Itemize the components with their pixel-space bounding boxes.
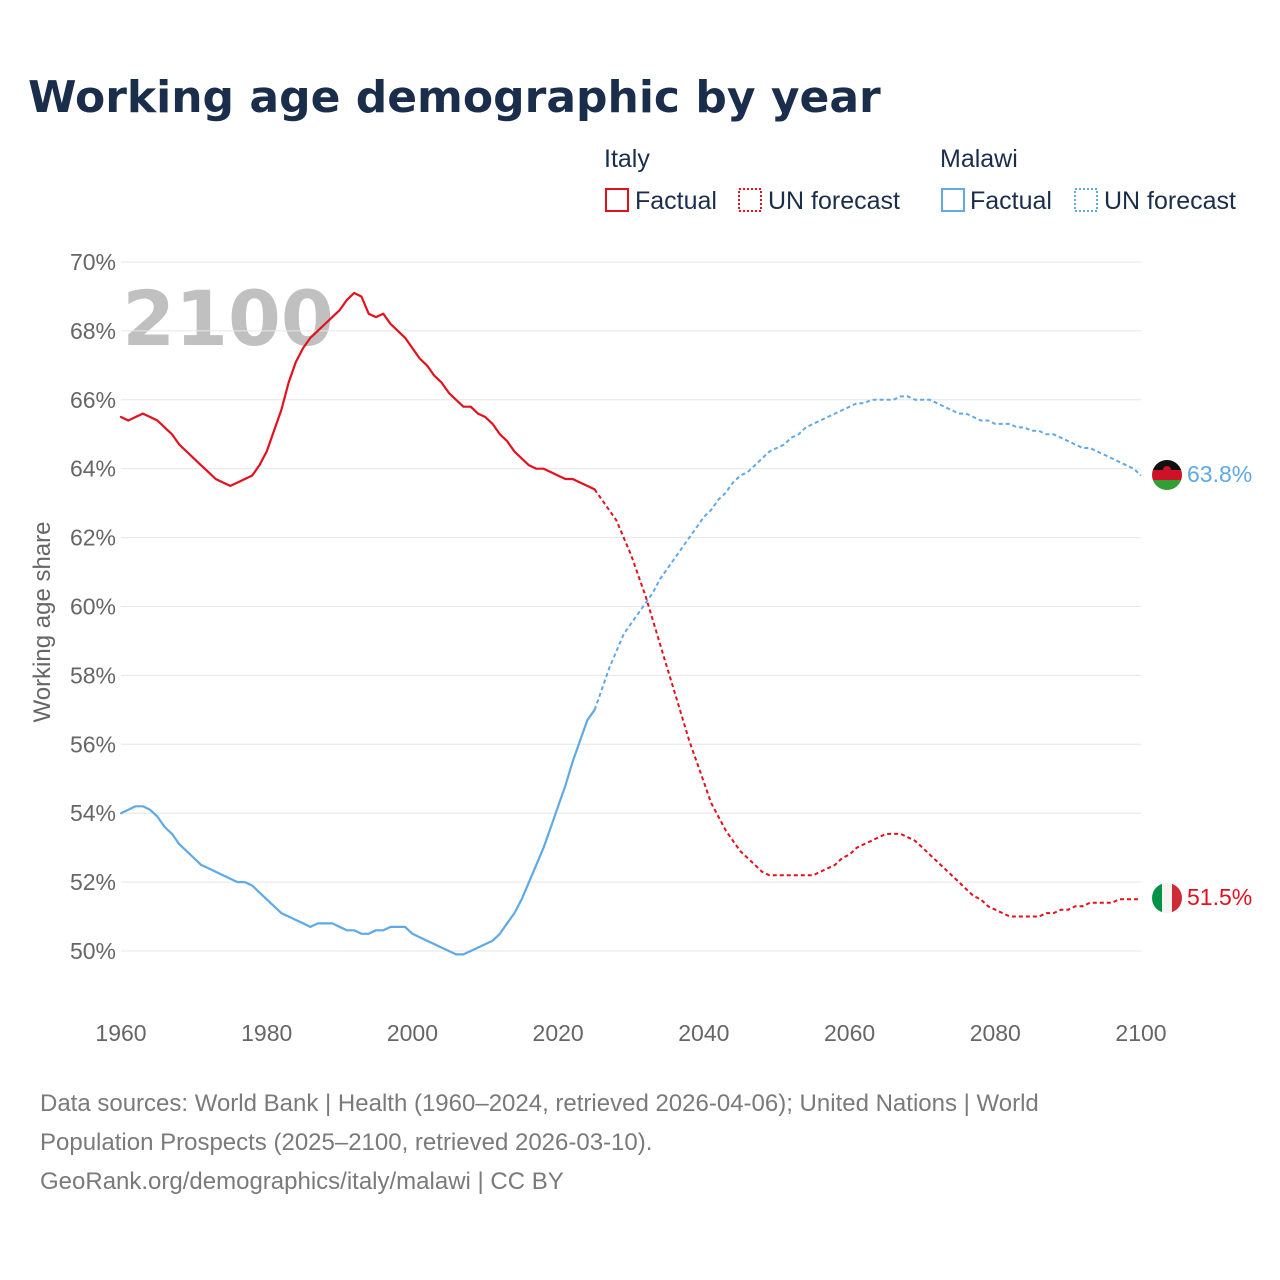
legend-malawi-factual-swatch [941,188,965,212]
x-tick-label: 2060 [824,1020,875,1046]
y-tick-label: 50% [70,938,116,964]
series-italy-factual-line[interactable] [119,291,596,491]
footer: Data sources: World Bank | Health (1960–… [40,1084,1240,1201]
x-tick-label: 2020 [533,1020,584,1046]
series-malawi-factual-line[interactable] [119,708,596,956]
legend-italy-factual-swatch [605,188,629,212]
x-tick-label: 1960 [95,1020,146,1046]
y-tick-label: 68% [70,318,116,344]
legend-malawi-forecast-swatch [1074,188,1098,212]
series-lines [119,291,1142,956]
series-italy-forecast-line[interactable] [593,488,1141,918]
series-malawi-forecast-line[interactable] [593,395,1142,711]
legend-malawi-forecast-label[interactable]: UN forecast [1104,187,1236,215]
y-tick-label: 64% [70,456,116,482]
y-axis-label: Working age share [29,522,56,723]
legend-italy-factual-label[interactable]: Factual [635,187,717,215]
x-tick-label: 2000 [387,1020,438,1046]
legend-malawi-factual-label[interactable]: Factual [970,187,1052,215]
end-label-italy: 51.5% [1187,884,1252,910]
malawi-flag-icon [1152,460,1182,490]
gridlines [121,261,1141,952]
legend: Italy Factual UN forecast Malawi Factual… [604,145,1236,215]
y-tick-label: 56% [70,731,116,757]
legend-italy-forecast-label[interactable]: UN forecast [768,187,900,215]
footer-sources-line-2: Population Prospects (2025–2100, retriev… [40,1129,653,1156]
chart-title: Working age demographic by year [28,72,881,123]
footer-credit[interactable]: GeoRank.org/demographics/italy/malawi | … [40,1168,564,1195]
y-tick-label: 62% [70,525,116,551]
y-tick-label: 58% [70,662,116,688]
y-tick-label: 60% [70,594,116,620]
y-tick-label: 52% [70,869,116,895]
x-tick-label: 2040 [678,1020,729,1046]
x-tick-label: 2080 [970,1020,1021,1046]
legend-group-malawi: Malawi [940,145,1018,173]
y-tick-label: 66% [70,387,116,413]
x-tick-label: 1980 [241,1020,292,1046]
y-tick-label: 70% [70,249,116,275]
current-year-label: 2100 [122,274,334,363]
footer-sources-line-1: Data sources: World Bank | Health (1960–… [40,1090,1039,1117]
x-axis-ticks: 1960 1980 2000 2020 2040 2060 2080 2100 [95,1020,1166,1046]
x-tick-label: 2100 [1115,1020,1166,1046]
y-axis-ticks: 50% 52% 54% 56% 58% 60% 62% 64% 66% 68% 70% [70,249,116,964]
legend-italy-forecast-swatch [738,188,762,212]
italy-flag-icon [1152,883,1182,913]
end-label-malawi: 63.8% [1187,461,1252,487]
legend-group-italy: Italy [604,145,650,173]
y-tick-label: 54% [70,800,116,826]
line-chart: Working age demographic by year Italy Fa… [28,72,1252,1046]
